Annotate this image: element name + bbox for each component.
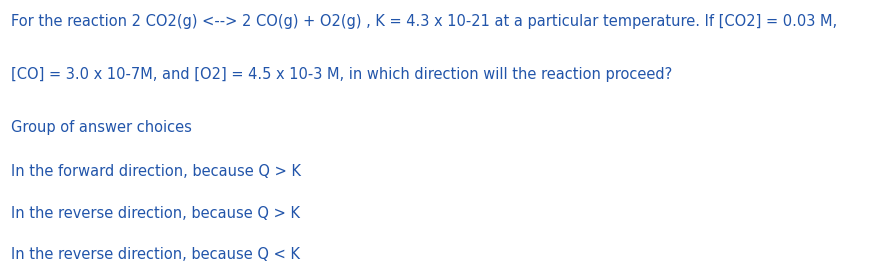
Text: For the reaction 2 CO2(g) <--> 2 CO(g) + O2(g) , K = 4.3 x 10-21 at a particular: For the reaction 2 CO2(g) <--> 2 CO(g) +…: [11, 14, 837, 29]
Text: In the reverse direction, because Q > K: In the reverse direction, because Q > K: [11, 206, 299, 221]
Text: In the reverse direction, because Q < K: In the reverse direction, because Q < K: [11, 247, 299, 262]
Text: In the forward direction, because Q > K: In the forward direction, because Q > K: [11, 164, 300, 179]
Text: [CO] = 3.0 x 10-7M, and [O2] = 4.5 x 10-3 M, in which direction will the reactio: [CO] = 3.0 x 10-7M, and [O2] = 4.5 x 10-…: [11, 67, 672, 82]
Text: Group of answer choices: Group of answer choices: [11, 120, 191, 135]
